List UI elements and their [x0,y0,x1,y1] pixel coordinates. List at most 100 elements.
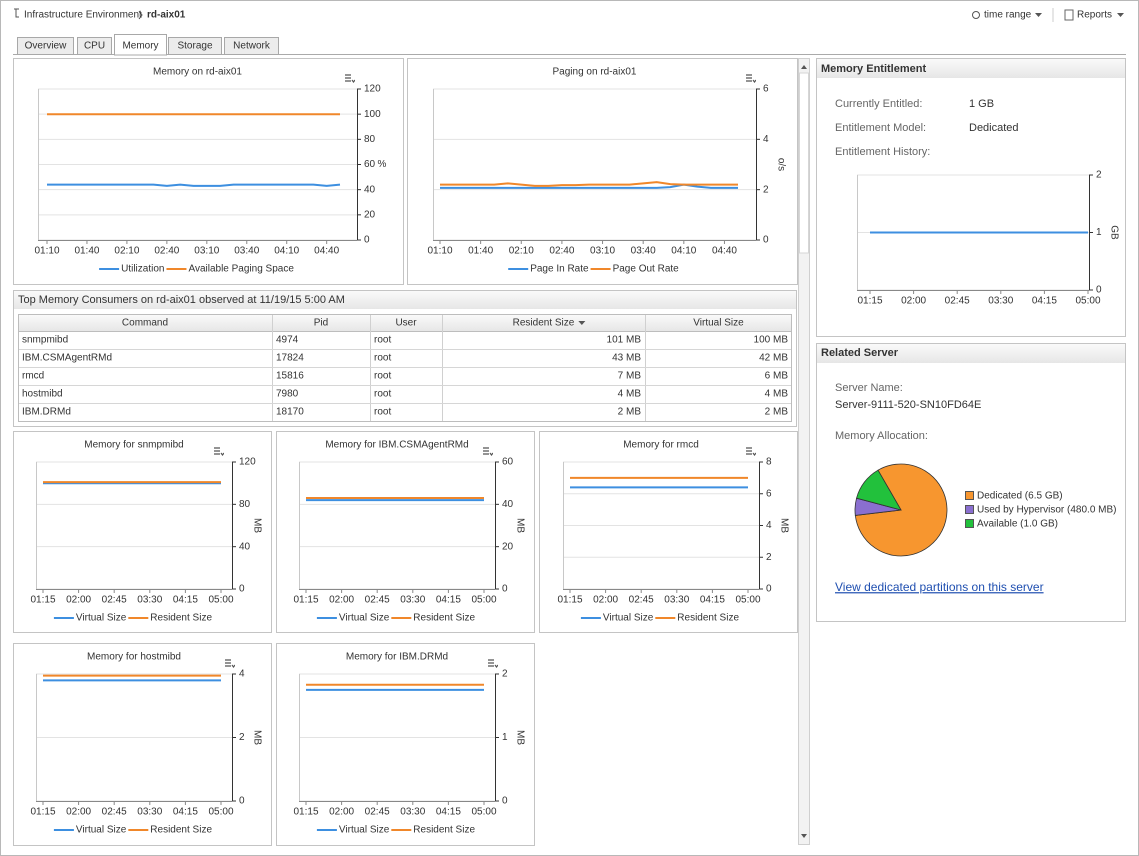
y-axis-label: MB [251,518,262,533]
tab-label[interactable]: Storage [177,41,212,52]
scrollbar-thumb[interactable] [799,72,809,254]
y-tick-label: 2 [502,669,508,680]
table-cell: root [374,371,391,382]
table-cell: 42 MB [759,353,788,364]
y-tick-label: 80 [364,134,376,145]
y-axis-label: MB [514,730,525,745]
field-value: Server-9111-520-SN10FD64E [835,399,981,411]
legend-label: Virtual Size [603,613,654,624]
field-value: 1 GB [969,98,994,110]
dropdown-arrow [1117,13,1124,17]
table-cell: 2 MB [618,407,642,418]
legend-label: Resident Size [150,825,212,836]
x-tick-label: 02:00 [329,807,354,818]
tab-active[interactable] [114,34,167,56]
legend: Virtual Size Resident Size [316,825,475,836]
y-tick-label: 0 [502,796,508,807]
x-tick-label: 01:15 [557,595,582,606]
column-header[interactable]: User [395,318,417,329]
chart-panel [13,431,272,633]
reports-button[interactable]: Reports [1077,10,1112,21]
tab-label[interactable]: CPU [84,41,105,52]
y-tick-label: 80 [239,499,251,510]
chart-panel [276,643,535,846]
x-tick-label: 02:00 [901,296,926,307]
y-tick-label: 0 [1096,285,1102,296]
tab-label[interactable]: Overview [25,41,67,52]
column-header[interactable]: Command [122,318,168,329]
chart-panel [407,58,798,285]
x-tick-label: 01:15 [293,595,318,606]
tabs: Overview CPU Memory Storage Network [17,34,279,56]
y-tick-label: 4 [766,520,772,531]
y-tick-label: 20 [502,541,514,552]
x-tick-label: 03:30 [400,807,425,818]
y-tick-label: 0 [766,584,772,595]
legend-swatch [965,505,974,514]
x-tick-label: 04:15 [173,807,198,818]
partitions-link[interactable]: View dedicated partitions on this server [835,580,1044,594]
table-panel-header [14,291,796,309]
field-label: Memory Allocation: [835,430,928,442]
column-header[interactable]: Pid [314,318,328,329]
column-header[interactable]: Resident Size [513,318,575,329]
scroll-down[interactable] [801,834,807,838]
x-tick-label: 05:00 [471,807,496,818]
x-tick-label: 02:00 [66,807,91,818]
chart-title: Memory for snmpmibd [84,440,183,451]
table-cell: hostmibd [22,389,63,400]
tab[interactable] [224,37,279,55]
tab[interactable] [168,37,222,55]
tab[interactable] [17,37,74,55]
chart-panel [539,431,798,633]
x-tick-label: 02:45 [365,595,390,606]
scrollbar[interactable] [798,58,810,845]
x-tick-label: 03:40 [234,246,259,257]
x-tick-label: 01:15 [293,807,318,818]
y-tick-label: 0 [239,584,245,595]
x-tick-label: 04:15 [173,595,198,606]
y-axis-label: % [378,159,387,170]
tab[interactable] [77,37,112,55]
field-label: Server Name: [835,382,903,394]
x-tick-label: 03:10 [590,246,615,257]
x-tick-label: 01:10 [34,246,59,257]
x-tick-label: 05:00 [471,595,496,606]
pie-slice [856,469,902,511]
tab-label[interactable]: Memory [122,41,158,52]
legend: Virtual Size Resident Size [53,825,212,836]
table-title: Top Memory Consumers on rd-aix01 observe… [18,294,345,306]
legend-label: Utilization [121,264,164,275]
y-tick-label: 8 [766,457,772,468]
tab-label[interactable]: Network [233,41,271,52]
y-axis-label: o/s [775,158,786,171]
legend: Virtual Size Resident Size [580,613,739,624]
chart-panel [13,643,272,846]
y-axis-label: MB [251,730,262,745]
legend-label: Resident Size [677,613,739,624]
time-range-button[interactable]: time range [984,10,1032,21]
data-line [47,183,341,187]
x-tick-label: 04:15 [436,807,461,818]
legend-label: Virtual Size [339,825,390,836]
legend-label: Page In Rate [530,264,589,275]
legend-swatch [965,491,974,500]
x-tick-label: 04:15 [700,595,725,606]
x-tick-label: 02:10 [114,246,139,257]
y-tick-label: 2 [1096,170,1102,181]
column-header[interactable]: Virtual Size [693,318,744,329]
legend: Utilization Available Paging Space [99,264,294,275]
time-range-icon [972,11,980,19]
x-tick-label: 04:40 [712,246,737,257]
field-label: Entitlement History: [835,146,930,158]
y-axis-label: GB [1108,225,1119,240]
x-tick-label: 02:45 [629,595,654,606]
x-tick-label: 01:40 [74,246,99,257]
table-border [18,314,792,422]
chart-panel [276,431,535,633]
breadcrumb-icon [14,8,19,18]
entitlement-header [817,59,1125,78]
scroll-up[interactable] [801,65,807,69]
breadcrumb-parent[interactable]: Infrastructure Environment [24,10,142,21]
table-cell: 100 MB [754,335,789,346]
